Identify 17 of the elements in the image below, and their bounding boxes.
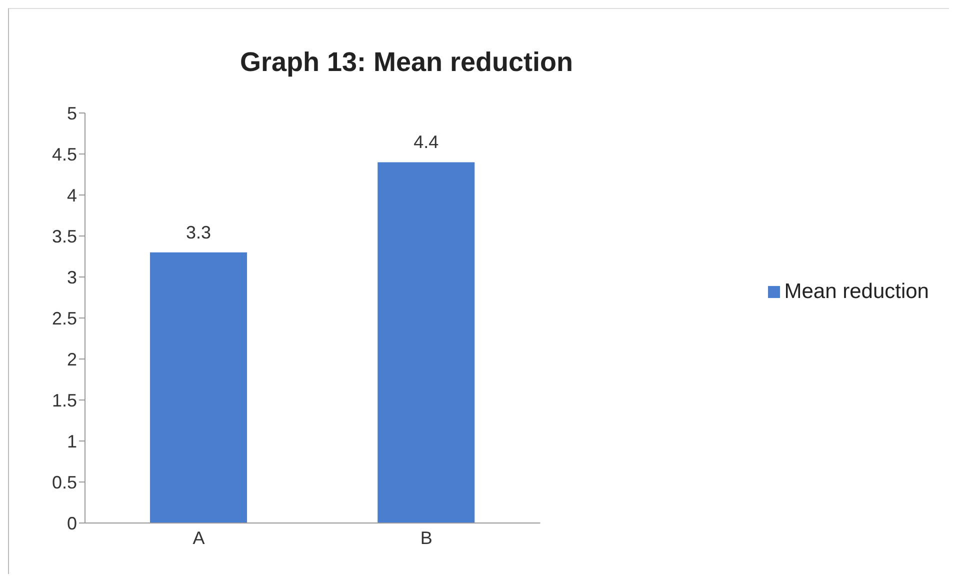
y-tick-label: 0 [66,513,77,534]
data-label: 3.3 [186,222,212,242]
chart-title: Graph 13: Mean reduction [238,47,574,78]
y-tick-label: 4.5 [52,144,77,164]
legend-label: Mean reduction [784,280,929,302]
data-label: 4.4 [414,132,439,152]
y-tick-label: 4 [66,185,77,206]
y-tick-label: 3.5 [52,226,77,246]
y-tick-label: 5 [66,103,77,124]
y-tick-label: 3 [66,267,77,288]
y-tick-label: 0.5 [52,472,77,492]
y-tick-label: 2 [66,349,77,370]
x-tick-label: A [192,528,205,548]
x-tick-label: B [420,528,432,548]
y-tick-label: 2.5 [52,308,77,328]
y-tick-label: 1 [66,431,77,452]
y-tick-label: 1.5 [52,390,77,410]
